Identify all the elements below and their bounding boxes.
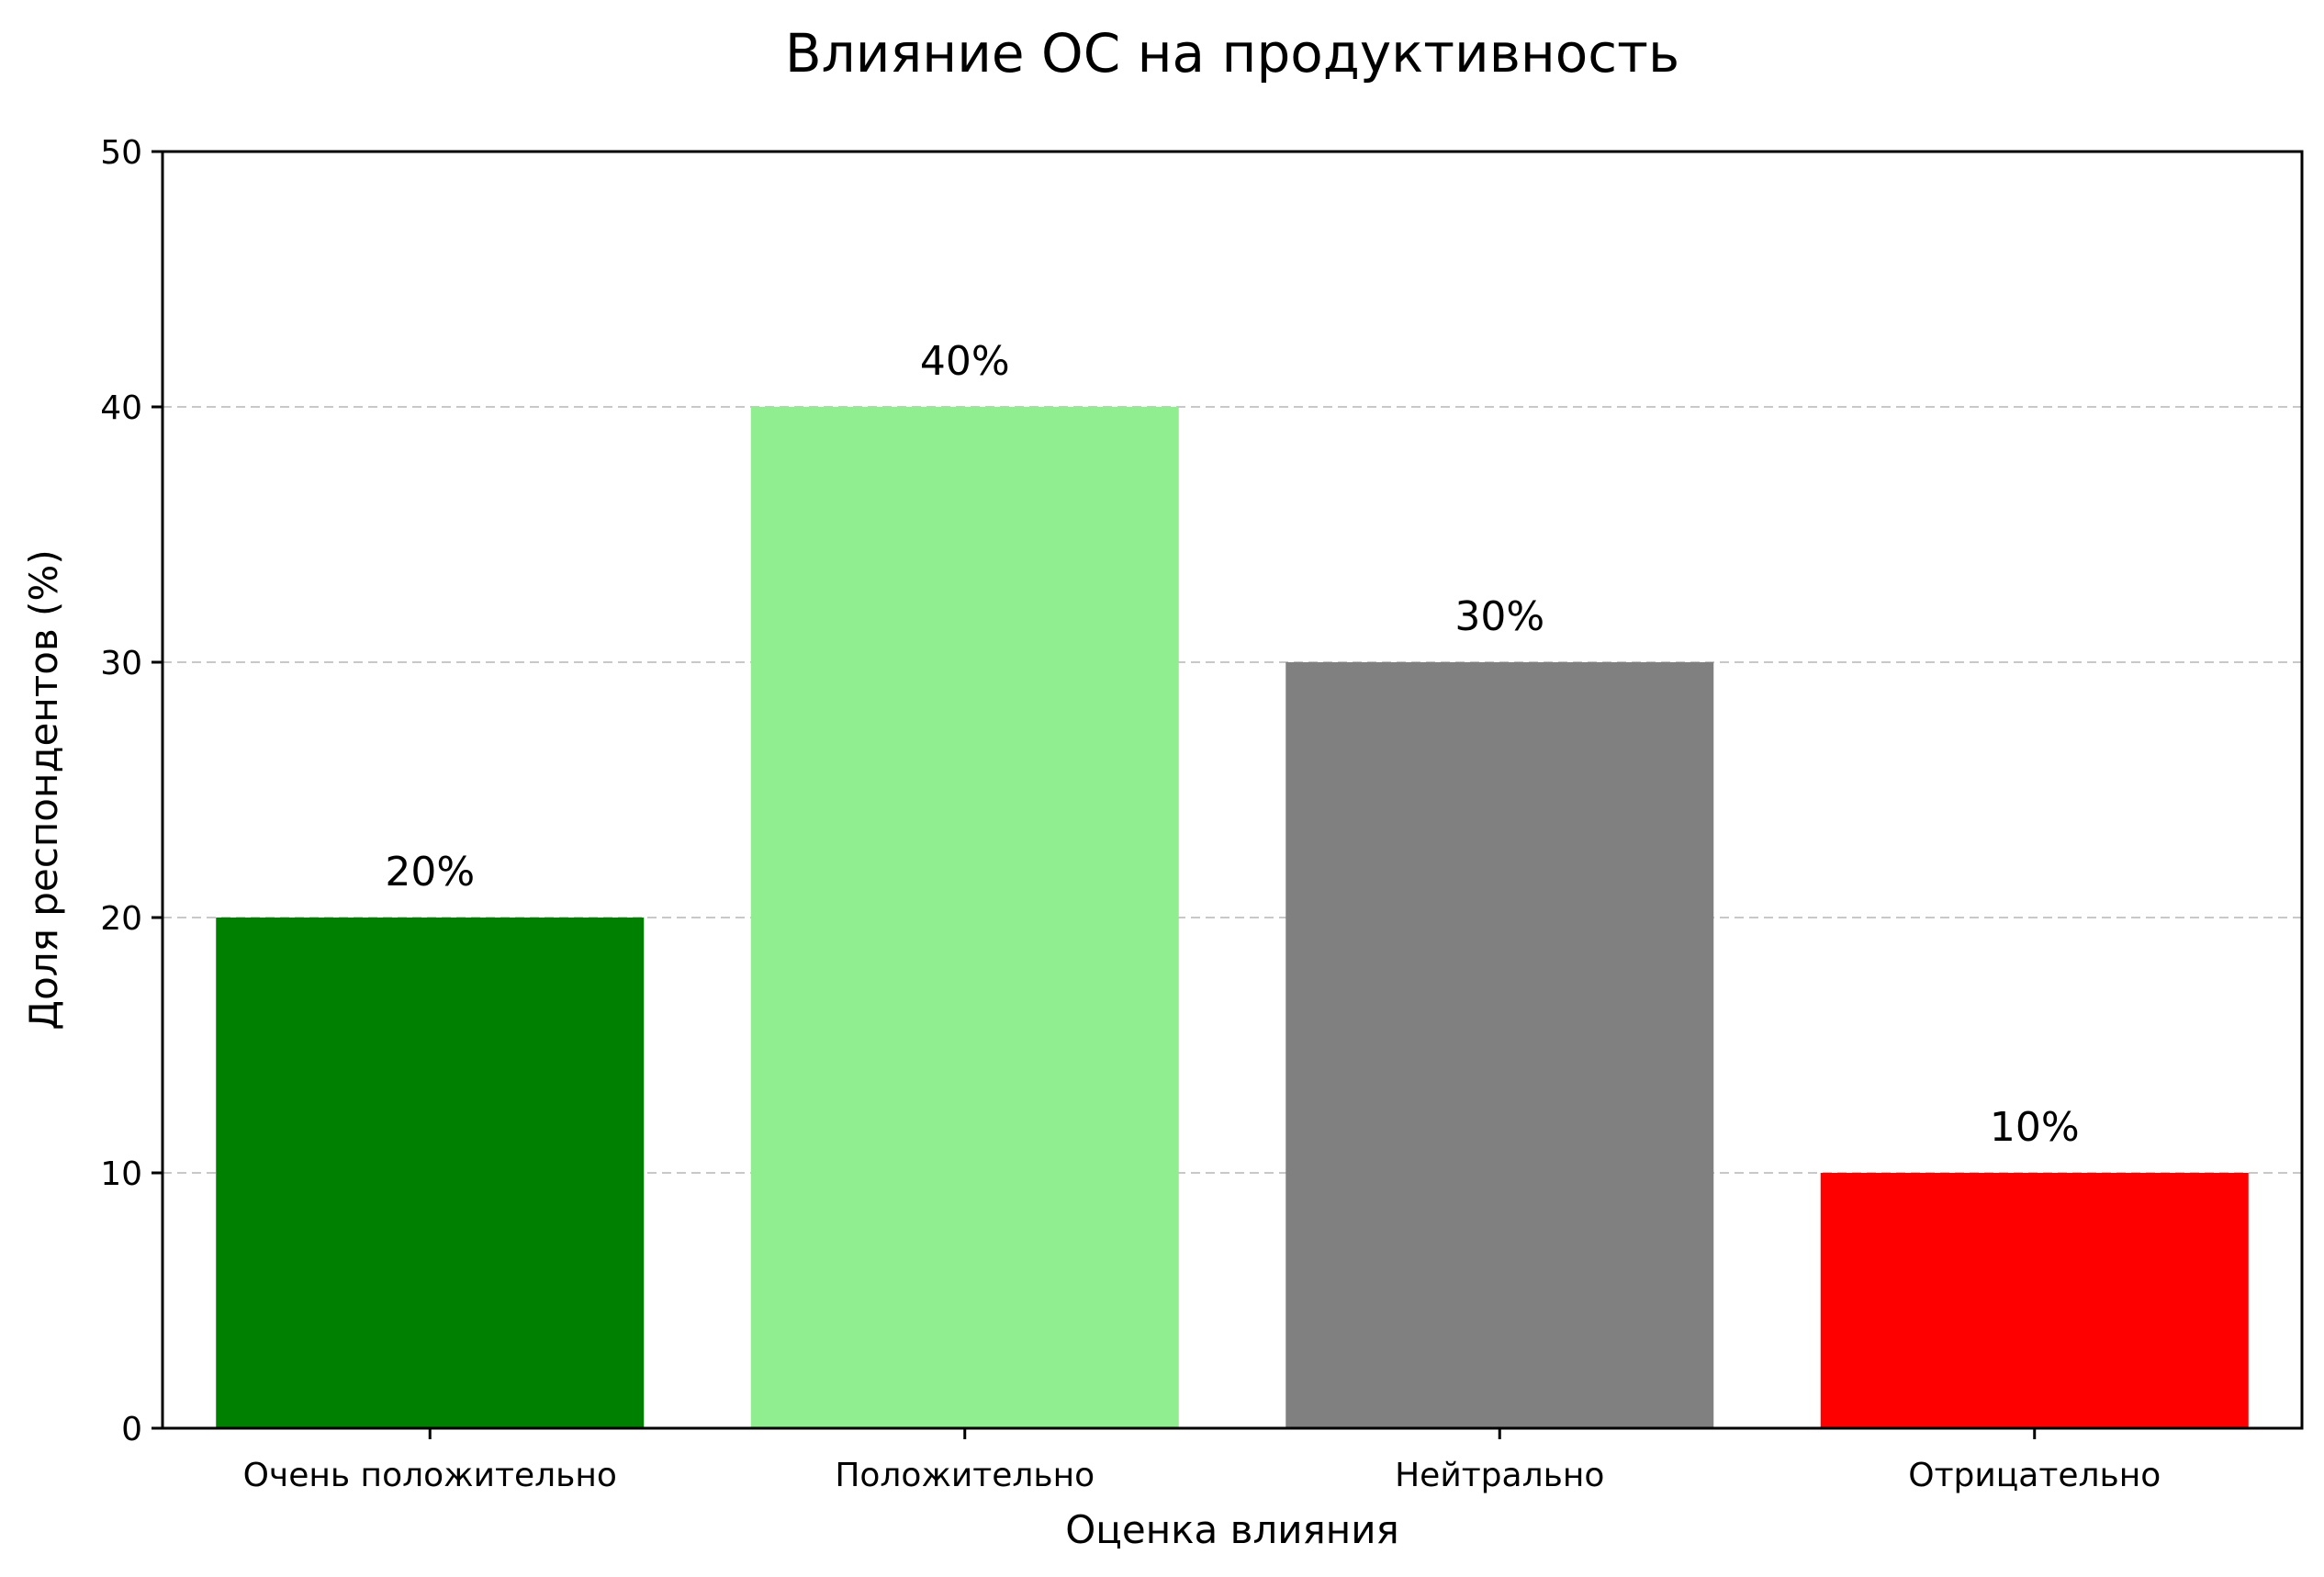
bars: [216, 407, 2249, 1428]
y-tick-label: 0: [121, 1411, 142, 1448]
bar-value-label: 40%: [920, 338, 1010, 385]
y-tick-label: 10: [100, 1155, 142, 1193]
bar: [1820, 1173, 2249, 1428]
x-tick-label: Отрицательно: [1908, 1457, 2161, 1494]
x-axis-label: Оценка влияния: [1065, 1507, 1399, 1552]
chart-title: Влияние ОС на продуктивность: [785, 22, 1679, 84]
bar-value-label: 20%: [385, 849, 475, 896]
plot-frame: [161, 150, 2304, 1430]
bar: [1285, 662, 1714, 1428]
x-axis-ticks: Очень положительно Положительно Нейтрально…: [243, 1428, 2161, 1494]
x-tick-label: Нейтрально: [1395, 1457, 1604, 1494]
y-tick-label: 20: [100, 900, 142, 938]
bar-value-label: 10%: [1990, 1104, 2080, 1151]
y-axis-label: Доля респондентов (%): [21, 549, 66, 1030]
x-tick-label: Положительно: [835, 1457, 1095, 1494]
y-tick-label: 50: [100, 134, 142, 172]
y-axis-ticks: 0 10 20 30 40 50: [100, 134, 163, 1448]
bar: [750, 407, 1179, 1428]
bar-value-label: 30%: [1454, 593, 1544, 640]
data-labels: 20% 40% 30% 10%: [385, 338, 2079, 1151]
bar: [216, 918, 645, 1428]
x-tick-label: Очень положительно: [243, 1457, 617, 1494]
y-tick-label: 30: [100, 645, 142, 682]
y-tick-label: 40: [100, 389, 142, 427]
